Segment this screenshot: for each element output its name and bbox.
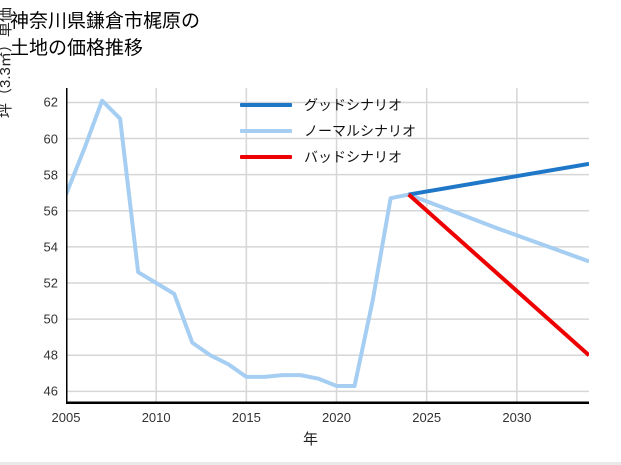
x-axis-label: 年 bbox=[302, 431, 318, 448]
y-tick-label: 52 bbox=[43, 275, 58, 291]
legend-item[interactable]: バッドシナリオ bbox=[240, 144, 460, 170]
legend-item[interactable]: ノーマルシナリオ bbox=[240, 118, 460, 144]
y-axis-label: 坪（3.3㎡）単価（万円） bbox=[0, 0, 14, 118]
x-tick-label: 2020 bbox=[322, 410, 351, 425]
plot-area bbox=[66, 88, 589, 404]
legend-item-label: グッドシナリオ bbox=[304, 97, 402, 113]
y-tick-label: 60 bbox=[43, 131, 58, 147]
y-tick-label: 56 bbox=[43, 203, 58, 219]
series-line bbox=[407, 193, 589, 357]
series-line bbox=[408, 161, 589, 197]
data-series-group bbox=[66, 98, 589, 388]
y-tick-label: 58 bbox=[43, 167, 58, 183]
legend-color-swatch bbox=[240, 103, 292, 107]
legend-item[interactable]: グッドシナリオ bbox=[240, 92, 460, 118]
x-tick-label: 2025 bbox=[412, 410, 442, 425]
y-tick-label: 48 bbox=[43, 347, 58, 363]
legend-color-swatch bbox=[240, 155, 292, 159]
legend-item-label: バッドシナリオ bbox=[304, 149, 402, 165]
chart-legend: グッドシナリオ ノーマルシナリオ バッドシナリオ bbox=[240, 92, 460, 170]
gridlines bbox=[66, 88, 589, 404]
x-tick-label: 2010 bbox=[141, 410, 171, 425]
line-chart-svg bbox=[66, 88, 589, 404]
x-tick-label: 2005 bbox=[51, 410, 81, 425]
legend-color-swatch bbox=[240, 129, 292, 133]
legend-item-label: ノーマルシナリオ bbox=[304, 123, 416, 139]
y-tick-label: 50 bbox=[43, 311, 58, 327]
x-tick-label: 2015 bbox=[231, 410, 261, 425]
y-tick-label: 54 bbox=[43, 239, 58, 255]
x-tick-label: 2030 bbox=[502, 410, 532, 425]
y-tick-label: 62 bbox=[43, 94, 58, 110]
y-tick-label: 46 bbox=[43, 383, 58, 399]
series-line bbox=[66, 98, 589, 388]
page-title: 神奈川県鎌倉市梶原の 土地の価格推移 bbox=[10, 11, 201, 59]
